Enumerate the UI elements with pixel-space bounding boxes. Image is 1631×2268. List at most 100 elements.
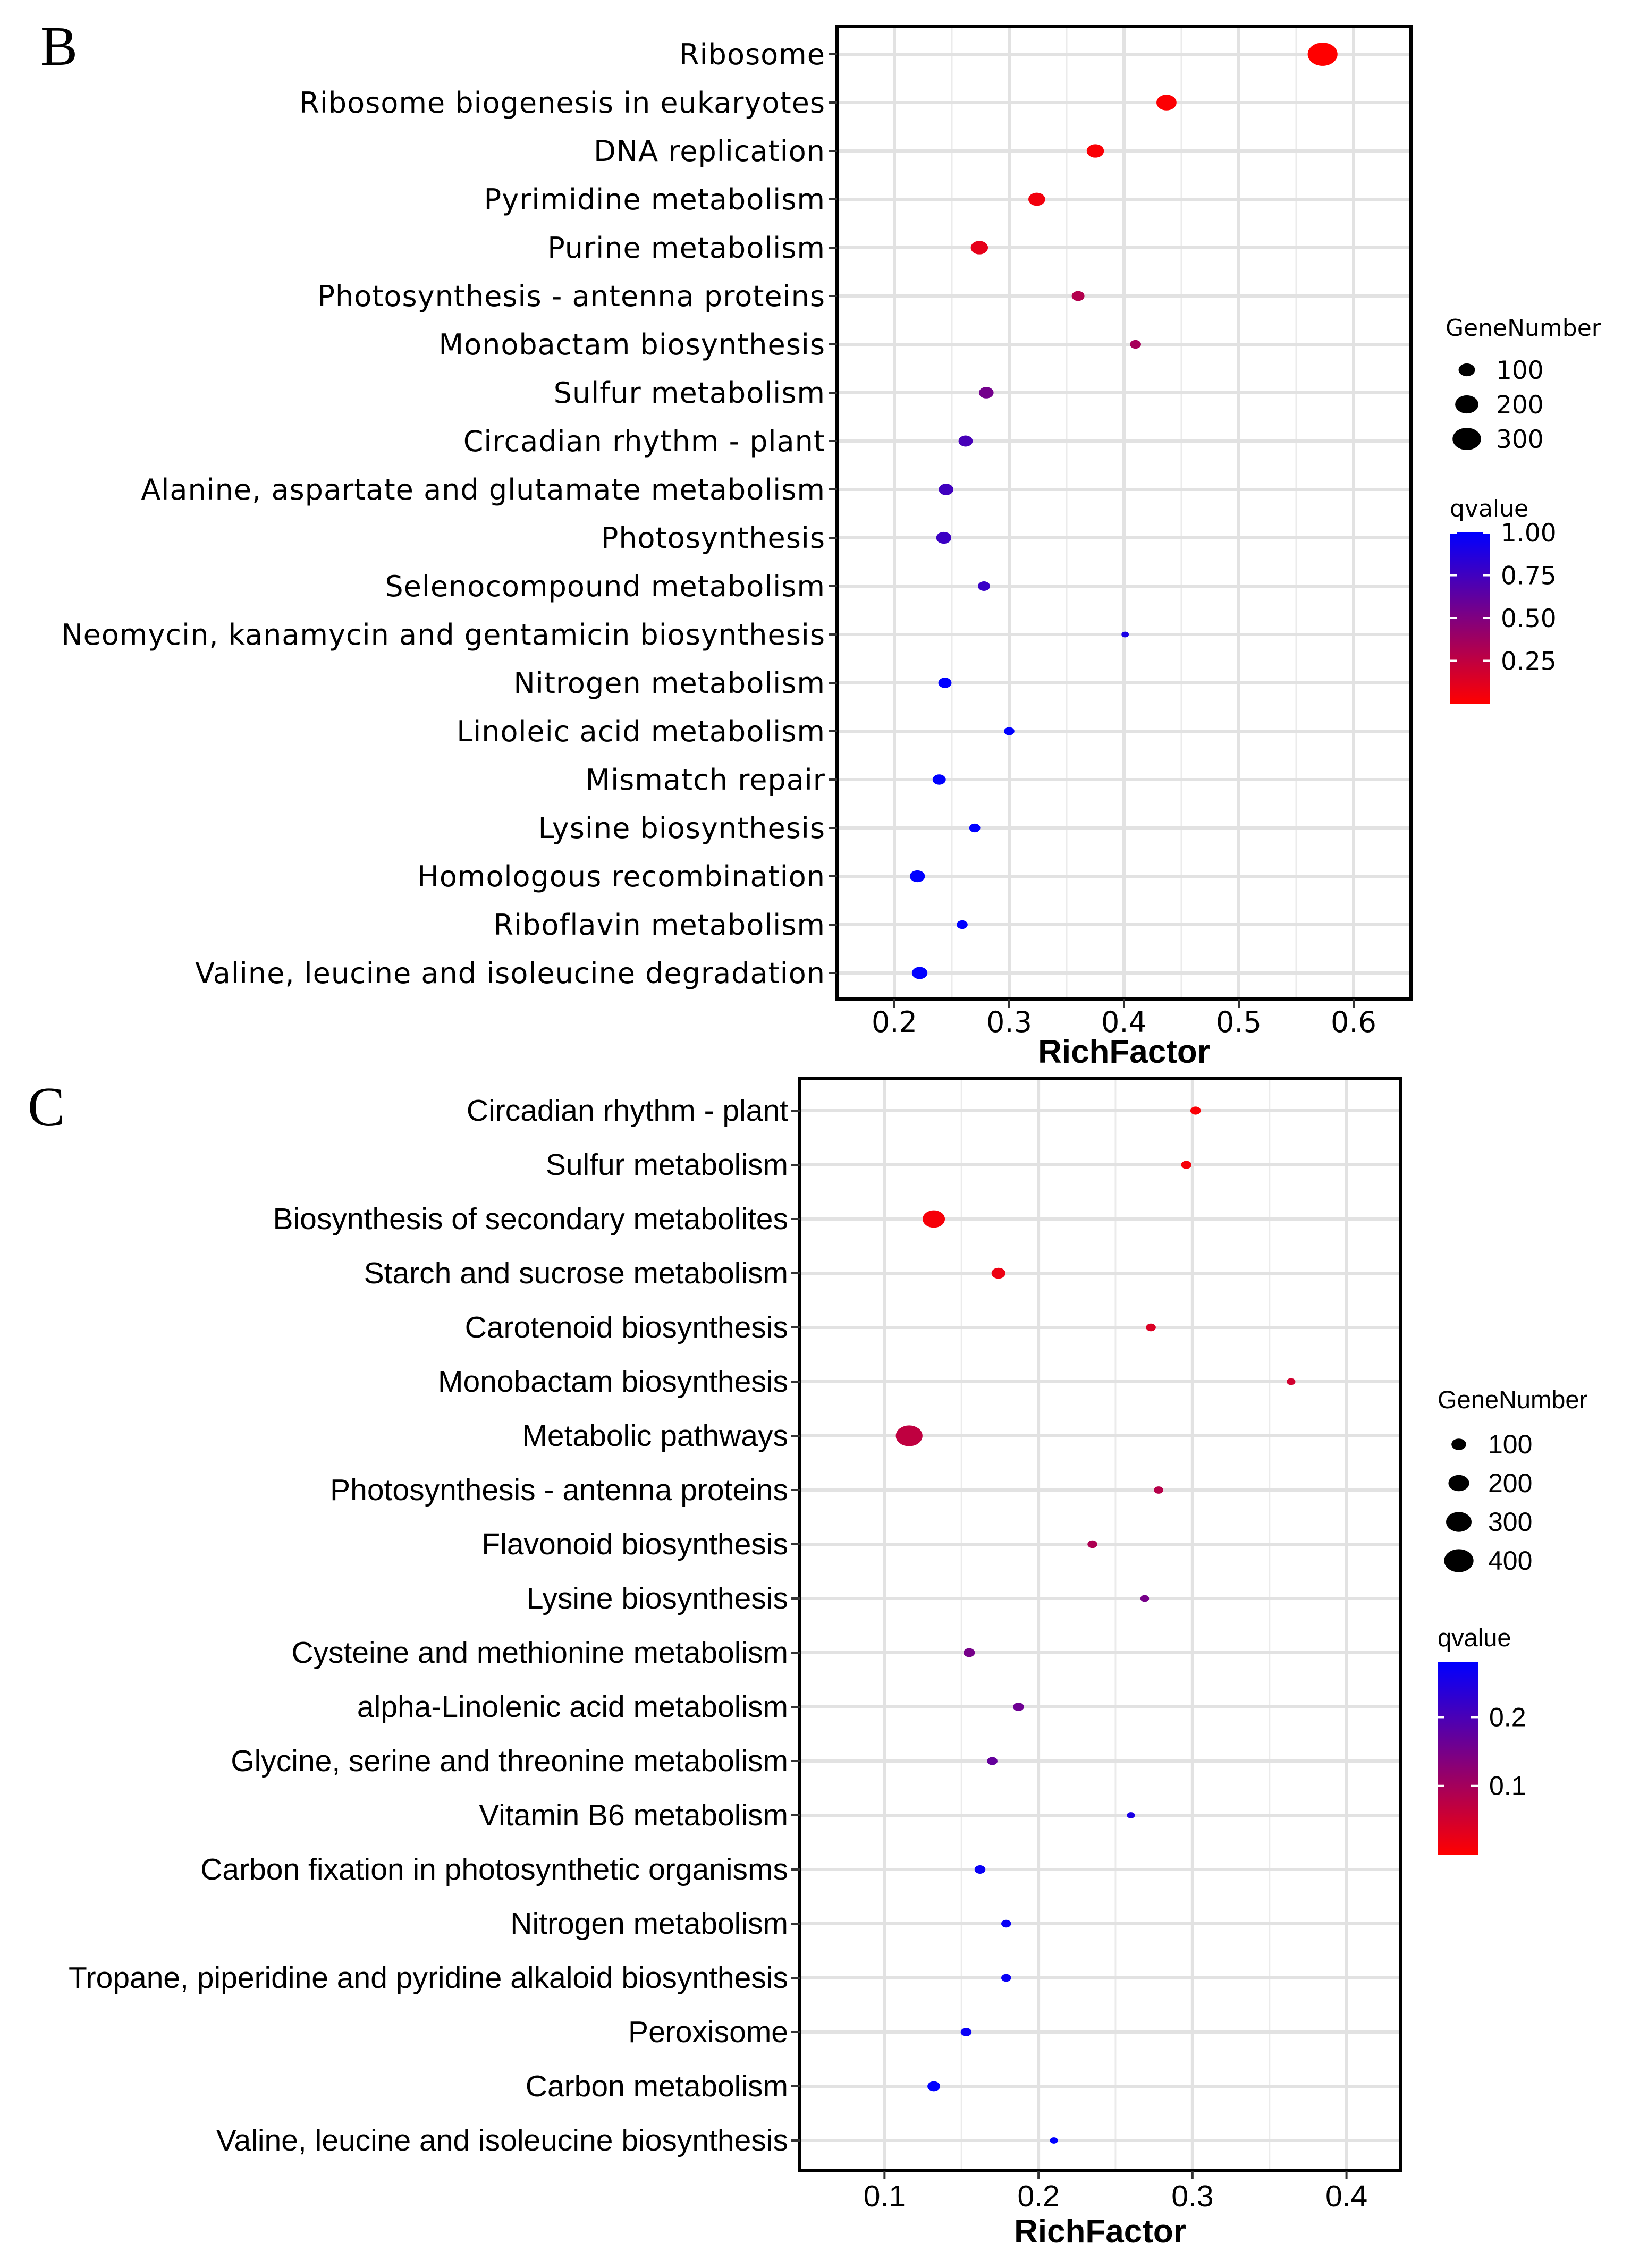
y-tick-label: Photosynthesis (601, 521, 825, 555)
data-point (927, 2081, 941, 2092)
data-point (938, 678, 952, 688)
y-tick-label: Ribosome biogenesis in eukaryotes (299, 86, 825, 120)
size-legend-key (1451, 1438, 1466, 1450)
data-point (1287, 1378, 1296, 1385)
data-point (1050, 2137, 1058, 2144)
data-point (1146, 1323, 1156, 1332)
data-point (978, 387, 994, 399)
y-tick-label: Carbon metabolism (526, 2069, 788, 2103)
size-legend-label: 200 (1488, 1468, 1532, 1498)
data-point (1127, 1812, 1135, 1818)
data-point (1307, 43, 1338, 66)
x-axis-title: RichFactor (1014, 2213, 1186, 2250)
plot-border (798, 1077, 1402, 2172)
y-tick-label: Selenocompound metabolism (385, 570, 825, 603)
data-point (957, 920, 968, 929)
data-point (1140, 1595, 1150, 1602)
y-tick-label: Nitrogen metabolism (510, 1907, 788, 1941)
data-point (1001, 1919, 1011, 1928)
color-legend-label: 0.25 (1501, 647, 1557, 676)
y-tick-label: Circadian rhythm - plant (463, 425, 825, 458)
data-point (964, 1648, 975, 1657)
data-point (923, 1210, 945, 1228)
size-legend-key (1455, 395, 1478, 414)
size-legend-label: 300 (1496, 425, 1544, 454)
y-tick-label: Sulfur metabolism (546, 1148, 788, 1182)
y-tick-label: Carotenoid biosynthesis (465, 1310, 788, 1344)
data-point (974, 1865, 986, 1874)
data-point (1087, 1540, 1097, 1548)
data-point (978, 581, 990, 591)
data-point (1028, 192, 1045, 206)
data-point (1071, 291, 1085, 301)
data-point (936, 531, 952, 544)
data-point (1156, 95, 1177, 111)
y-tick-label: Starch and sucrose metabolism (364, 1256, 788, 1290)
data-point (911, 967, 928, 979)
data-point (1154, 1486, 1163, 1494)
x-tick-label: 0.3 (986, 1005, 1032, 1039)
panel-letter-c: C (28, 1076, 65, 1138)
data-point (895, 1425, 923, 1446)
x-tick-label: 0.5 (1216, 1005, 1262, 1039)
data-point (1121, 631, 1129, 638)
y-tick-label: Purine metabolism (547, 231, 825, 265)
y-tick-label: Lysine biosynthesis (527, 1581, 788, 1615)
y-tick-label: Vitamin B6 metabolism (479, 1798, 788, 1832)
x-tick-label: 0.6 (1331, 1005, 1376, 1039)
x-tick-label: 0.4 (1101, 1005, 1147, 1039)
color-legend-label: 0.75 (1501, 562, 1557, 591)
y-tick-label: Lysine biosynthesis (538, 811, 825, 845)
y-tick-label: DNA replication (594, 134, 825, 168)
data-point (969, 823, 981, 833)
y-tick-label: Valine, leucine and isoleucine degradati… (195, 957, 825, 990)
size-legend-label: 100 (1488, 1429, 1532, 1459)
y-tick-label: Alanine, aspartate and glutamate metabol… (141, 473, 825, 506)
y-tick-label: Homologous recombination (417, 860, 825, 893)
y-tick-label: Biosynthesis of secondary metabolites (273, 1202, 788, 1236)
color-legend-bar (1438, 1662, 1478, 1855)
color-legend-label: 0.1 (1489, 1771, 1526, 1801)
x-tick-label: 0.3 (1171, 2179, 1213, 2213)
data-point (1190, 1106, 1201, 1115)
y-tick-label: Carbon fixation in photosynthetic organi… (200, 1852, 788, 1886)
data-point (1086, 144, 1104, 158)
x-tick-label: 0.4 (1325, 2179, 1367, 2213)
x-axis-title: RichFactor (1038, 1034, 1210, 1070)
y-tick-label: alpha-Linolenic acid metabolism (357, 1690, 788, 1724)
data-point (939, 484, 954, 495)
y-tick-label: Cysteine and methionine metabolism (291, 1636, 788, 1670)
y-tick-label: Tropane, piperidine and pyridine alkaloi… (69, 1961, 788, 1995)
data-point (1181, 1161, 1192, 1169)
y-tick-label: Pyrimidine metabolism (484, 183, 825, 216)
data-point (1004, 727, 1015, 735)
data-point (958, 435, 973, 447)
y-tick-label: Ribosome (679, 38, 825, 71)
y-tick-label: Neomycin, kanamycin and gentamicin biosy… (61, 618, 825, 651)
x-tick-label: 0.1 (864, 2179, 906, 2213)
size-legend-key (1452, 428, 1481, 450)
color-legend-title: qvalue (1450, 495, 1528, 522)
data-point (1130, 340, 1141, 349)
y-tick-label: Valine, leucine and isoleucine biosynthe… (216, 2123, 788, 2157)
color-legend-label: 0.2 (1489, 1702, 1526, 1732)
size-legend-key (1458, 363, 1475, 377)
data-point (987, 1757, 998, 1765)
y-tick-label: Riboflavin metabolism (494, 908, 825, 942)
y-tick-label: Nitrogen metabolism (513, 666, 825, 700)
size-legend-label: 100 (1496, 356, 1544, 385)
y-tick-label: Peroxisome (628, 2015, 788, 2049)
size-legend-key (1444, 1549, 1474, 1572)
color-legend-title: qvalue (1438, 1623, 1511, 1652)
size-legend-key (1446, 1512, 1472, 1532)
x-tick-label: 0.2 (872, 1005, 917, 1039)
y-tick-label: Monobactam biosynthesis (438, 1365, 788, 1399)
panel-b-chart: Ribosome Ribosome biogenesis in eukaryote… (61, 25, 1602, 1070)
size-legend-label: 300 (1488, 1507, 1532, 1537)
y-tick-label: Metabolic pathways (522, 1419, 788, 1453)
y-tick-label: Flavonoid biosynthesis (481, 1527, 788, 1561)
data-point (960, 2027, 972, 2037)
y-tick-label: Circadian rhythm - plant (467, 1094, 788, 1128)
data-point (1001, 1974, 1011, 1982)
y-tick-label: Monobactam biosynthesis (438, 328, 825, 361)
